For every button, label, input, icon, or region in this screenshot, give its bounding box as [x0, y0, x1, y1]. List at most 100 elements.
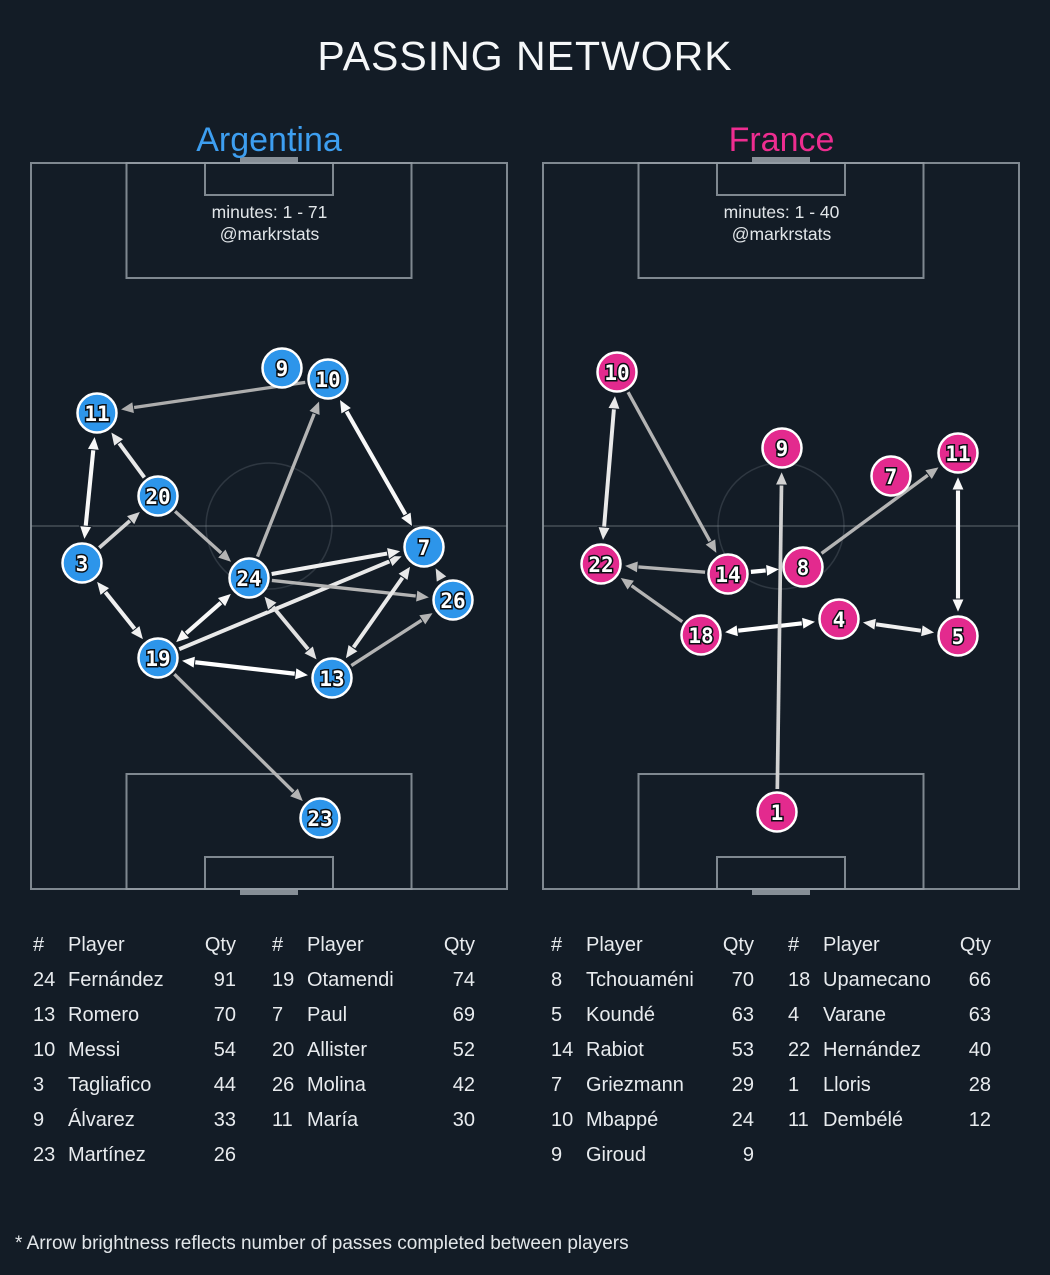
cell-number: # — [551, 934, 563, 956]
cell-number: 5 — [551, 1004, 563, 1026]
table-row: 24 Fernández 91 — [33, 963, 238, 998]
player-number: 9 — [276, 357, 289, 381]
cell-number: 23 — [33, 1144, 56, 1166]
cell-player: Tchouaméni — [586, 969, 694, 991]
cell-qty: Qty — [204, 934, 236, 956]
cell-player: Player — [586, 934, 643, 956]
cell-number: 14 — [551, 1039, 574, 1061]
player-number: 5 — [952, 625, 965, 649]
table-header-row: # Player Qty — [551, 928, 756, 963]
player-number: 20 — [145, 485, 170, 509]
cell-qty: 40 — [968, 1039, 991, 1061]
handle-label: @markrstats — [731, 224, 832, 244]
cell-qty: 9 — [742, 1144, 754, 1166]
cell-player: Álvarez — [68, 1109, 135, 1131]
table-row: 18 Upamecano 66 — [788, 963, 993, 998]
table-row: 26 Molina 42 — [272, 1068, 477, 1103]
table-row: 1 Lloris 28 — [788, 1068, 993, 1103]
cell-qty: 28 — [968, 1074, 991, 1096]
pass-arrows-france — [597, 391, 965, 790]
cell-qty: 42 — [452, 1074, 475, 1096]
cell-player: Fernández — [68, 969, 164, 991]
cell-qty: Qty — [959, 934, 991, 956]
cell-number: 4 — [788, 1004, 800, 1026]
player-number: 10 — [315, 368, 340, 392]
cell-number: 22 — [788, 1039, 811, 1061]
player-number: 9 — [776, 437, 789, 461]
player-node-5: 5 — [937, 615, 979, 657]
cell-number: 18 — [788, 969, 811, 991]
player-number: 4 — [833, 608, 846, 632]
cell-qty: 30 — [452, 1109, 475, 1131]
cell-player: Romero — [68, 1004, 140, 1026]
table-header-row: # Player Qty — [33, 928, 238, 963]
table-row: 14 Rabiot 53 — [551, 1033, 756, 1068]
cell-number: 3 — [33, 1074, 45, 1096]
cell-qty: 54 — [213, 1039, 236, 1061]
cell-qty: 66 — [968, 969, 991, 991]
cell-number: # — [33, 934, 45, 956]
player-node-13: 13 — [311, 657, 353, 699]
cell-number: 11 — [272, 1109, 293, 1131]
cell-qty: Qty — [722, 934, 754, 956]
player-node-4: 4 — [818, 598, 860, 640]
cell-player: Varane — [823, 1004, 887, 1026]
player-number: 3 — [76, 552, 89, 576]
cell-player: Molina — [307, 1074, 366, 1096]
pass-arrows-argentina — [78, 380, 449, 803]
player-number: 11 — [945, 442, 970, 466]
cell-player: Lloris — [823, 1074, 871, 1096]
player-number: 1 — [771, 801, 784, 825]
player-node-8: 8 — [782, 546, 824, 588]
cell-player: Martínez — [68, 1144, 146, 1166]
table-row: 7 Paul 69 — [272, 998, 477, 1033]
player-node-9: 9 — [761, 427, 803, 469]
cell-player: Player — [307, 934, 364, 956]
table-row: 8 Tchouaméni 70 — [551, 963, 756, 998]
passing-table-france-1: # Player Qty 8 Tchouaméni 70 5 Koundé 63 14 Rabiot… — [551, 928, 756, 1173]
player-node-11: 11 — [937, 432, 979, 474]
table-row: 13 Romero 70 — [33, 998, 238, 1033]
table-row: 4 Varane 63 — [788, 998, 993, 1033]
player-node-18: 18 — [680, 614, 722, 656]
player-node-10: 10 — [307, 358, 349, 400]
cell-qty: 29 — [731, 1074, 754, 1096]
player-number: 7 — [418, 536, 431, 560]
cell-player: Player — [823, 934, 880, 956]
cell-qty: 44 — [213, 1074, 236, 1096]
cell-qty: 63 — [731, 1004, 754, 1026]
table-row: 11 Dembélé 12 — [788, 1103, 993, 1138]
pitches-svg: 9 10 11 20 3 24 7 26 19 13 23 10 9 11 7 22 14 8 4 18 5 1 — [30, 157, 1020, 895]
player-number: 22 — [588, 553, 613, 577]
cell-player: Koundé — [586, 1004, 655, 1026]
player-number: 18 — [688, 624, 713, 648]
cell-number: 13 — [33, 1004, 56, 1026]
player-nodes-argentina: 9 10 11 20 3 24 7 26 19 13 23 — [61, 347, 474, 839]
table-row: 10 Messi 54 — [33, 1033, 238, 1068]
player-node-14: 14 — [707, 553, 749, 595]
cell-player: Rabiot — [586, 1039, 644, 1061]
cell-player: Otamendi — [307, 969, 394, 991]
footnote: * Arrow brightness reflects number of pa… — [15, 1233, 629, 1254]
cell-qty: 53 — [731, 1039, 754, 1061]
cell-number: 19 — [272, 969, 295, 991]
player-number: 10 — [604, 361, 629, 385]
player-node-3: 3 — [61, 542, 103, 584]
cell-number: 1 — [788, 1074, 800, 1096]
player-node-23: 23 — [299, 797, 341, 839]
table-row: 9 Álvarez 33 — [33, 1103, 238, 1138]
cell-qty: 26 — [213, 1144, 236, 1166]
cell-number: 11 — [788, 1109, 809, 1131]
player-node-20: 20 — [137, 475, 179, 517]
cell-number: 10 — [551, 1109, 574, 1131]
minutes-label: minutes: 1 - 40 — [723, 202, 840, 222]
player-number: 26 — [440, 589, 465, 613]
handle-label: @markrstats — [219, 224, 320, 244]
cell-player: María — [307, 1109, 359, 1131]
cell-number: # — [272, 934, 284, 956]
page-title: PASSING NETWORK — [317, 33, 733, 79]
cell-player: Dembélé — [823, 1109, 904, 1131]
table-row: 3 Tagliafico 44 — [33, 1068, 238, 1103]
cell-player: Tagliafico — [68, 1074, 152, 1096]
